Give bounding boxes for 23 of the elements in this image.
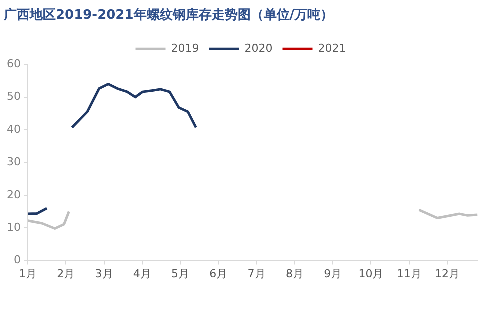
legend-label: 2020 [244,42,273,55]
x-tick-label: 6月 [210,267,228,280]
y-tick-label: 50 [6,90,21,104]
x-tick-label: 9月 [324,267,342,280]
legend-label: 2019 [171,42,200,55]
y-tick-label: 0 [14,254,21,267]
x-tick-label: 8月 [286,267,304,280]
x-tick-label: 12月 [434,267,460,280]
x-tick-label: 11月 [396,267,422,280]
y-tick-label: 10 [6,220,21,234]
chart-title: 广西地区2019-2021年螺纹钢库存走势图（单位/万吨） [3,7,334,24]
x-tick-label: 5月 [172,267,190,280]
y-tick-label: 30 [6,156,21,169]
y-tick-label: 60 [6,57,21,70]
x-tick-label: 7月 [248,267,266,280]
x-tick-label: 4月 [133,267,152,280]
y-tick-label: 20 [6,188,21,202]
x-tick-label: 2月 [57,267,76,280]
x-tick-label: 3月 [95,267,114,280]
y-tick-label: 40 [6,122,21,136]
legend-label: 2021 [318,42,346,55]
x-tick-label: 1月 [18,267,37,280]
x-tick-label: 10月 [358,267,384,280]
